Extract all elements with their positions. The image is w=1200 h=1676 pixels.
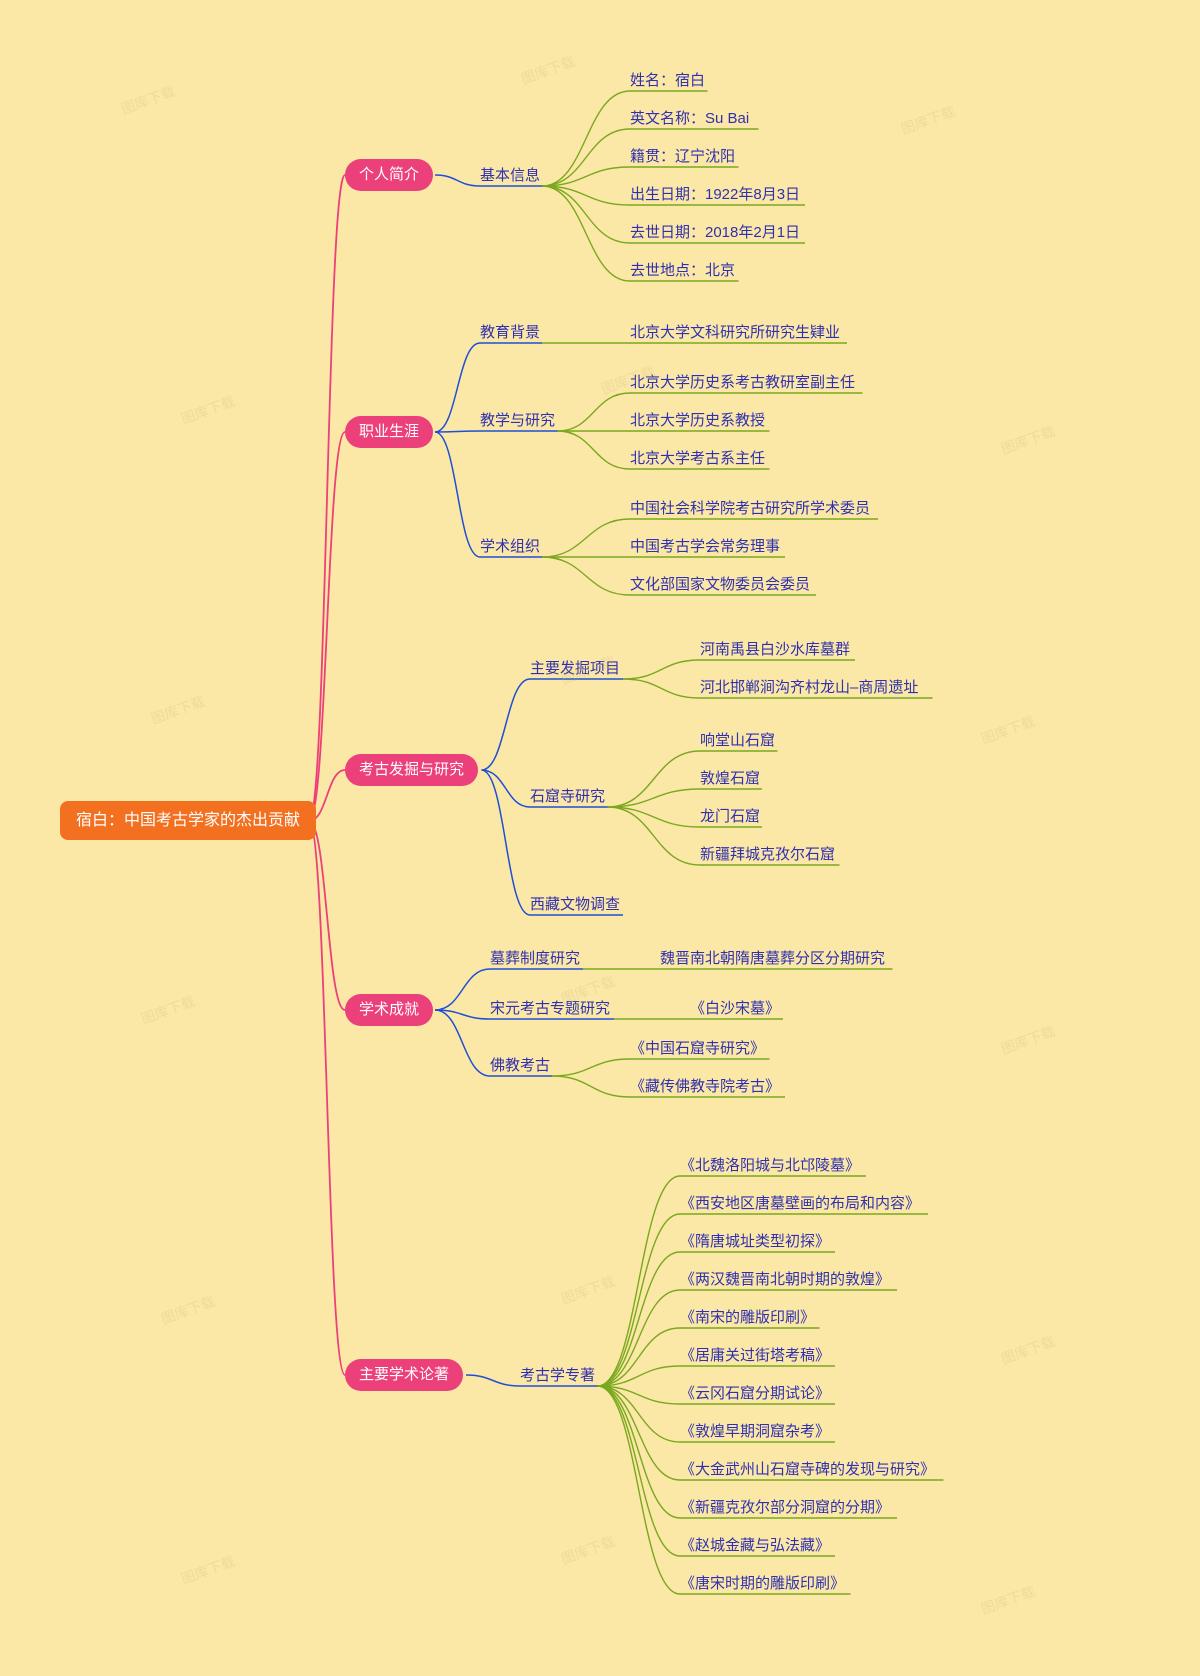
- leaf: 敦煌石窟: [700, 768, 760, 790]
- watermark: 图库下载: [148, 691, 207, 729]
- leaf: 《唐宋时期的雕版印刷》: [680, 1573, 845, 1595]
- watermark: 图库下载: [518, 51, 577, 89]
- watermark: 图库下载: [558, 1271, 617, 1309]
- leaf: 《藏传佛教寺院考古》: [630, 1076, 780, 1098]
- leaf: 北京大学历史系教授: [630, 410, 765, 432]
- branch-b1: 个人简介: [345, 159, 433, 191]
- leaf: 北京大学考古系主任: [630, 448, 765, 470]
- leaf: 《新疆克孜尔部分洞窟的分期》: [680, 1497, 890, 1519]
- leaf: 《居庸关过街塔考稿》: [680, 1345, 830, 1367]
- watermark: 图库下载: [178, 1551, 237, 1589]
- leaf: 北京大学历史系考古教研室副主任: [630, 372, 855, 394]
- leaf: 《云冈石窟分期试论》: [680, 1383, 830, 1405]
- node-b4c3: 佛教考古: [490, 1055, 550, 1077]
- leaf: 《西安地区唐墓壁画的布局和内容》: [680, 1193, 920, 1215]
- watermark: 图库下载: [558, 1531, 617, 1569]
- leaf: 《赵城金藏与弘法藏》: [680, 1535, 830, 1557]
- leaf: 《中国石窟寺研究》: [630, 1038, 765, 1060]
- leaf: 新疆拜城克孜尔石窟: [700, 844, 835, 866]
- node-b4c1: 墓葬制度研究: [490, 948, 580, 970]
- leaf: 文化部国家文物委员会委员: [630, 574, 810, 596]
- leaf: 中国考古学会常务理事: [630, 536, 780, 558]
- leaf: 去世日期：2018年2月1日: [630, 222, 800, 244]
- leaf: 河南禹县白沙水库墓群: [700, 639, 850, 661]
- node-b5c1: 考古学专著: [520, 1365, 595, 1387]
- watermark: 图库下载: [998, 421, 1057, 459]
- leaf: 《白沙宋墓》: [690, 998, 780, 1020]
- leaf: 《北魏洛阳城与北邙陵墓》: [680, 1155, 860, 1177]
- node-b1c1: 基本信息: [480, 165, 540, 187]
- branch-b3: 考古发掘与研究: [345, 754, 478, 786]
- leaf: 中国社会科学院考古研究所学术委员: [630, 498, 870, 520]
- watermark: 图库下载: [158, 1291, 217, 1329]
- node-b3c2: 石窟寺研究: [530, 786, 605, 808]
- leaf: 《隋唐城址类型初探》: [680, 1231, 830, 1253]
- node-b3c3: 西藏文物调查: [530, 894, 620, 916]
- leaf: 《南宋的雕版印刷》: [680, 1307, 815, 1329]
- leaf: 响堂山石窟: [700, 730, 775, 752]
- leaf: 英文名称：Su Bai: [630, 108, 749, 130]
- leaf: 《两汉魏晋南北朝时期的敦煌》: [680, 1269, 890, 1291]
- watermark: 图库下载: [978, 711, 1037, 749]
- leaf: 籍贯：辽宁沈阳: [630, 146, 735, 168]
- watermark: 图库下载: [998, 1021, 1057, 1059]
- leaf: 魏晋南北朝隋唐墓葬分区分期研究: [660, 948, 885, 970]
- leaf: 姓名：宿白: [630, 70, 705, 92]
- node-b4c2: 宋元考古专题研究: [490, 998, 610, 1020]
- watermark: 图库下载: [178, 391, 237, 429]
- watermark: 图库下载: [998, 1331, 1057, 1369]
- node-b2c3: 学术组织: [480, 536, 540, 558]
- watermark: 图库下载: [138, 991, 197, 1029]
- root-node: 宿白：中国考古学家的杰出贡献: [60, 801, 316, 840]
- leaf: 《大金武州山石窟寺碑的发现与研究》: [680, 1459, 935, 1481]
- branch-b2: 职业生涯: [345, 416, 433, 448]
- branch-b4: 学术成就: [345, 994, 433, 1026]
- leaf: 去世地点：北京: [630, 260, 735, 282]
- leaf: 龙门石窟: [700, 806, 760, 828]
- watermark: 图库下载: [898, 101, 957, 139]
- node-b3c1: 主要发掘项目: [530, 658, 620, 680]
- leaf: 《敦煌早期洞窟杂考》: [680, 1421, 830, 1443]
- leaf: 北京大学文科研究所研究生肄业: [630, 322, 840, 344]
- watermark: 图库下载: [118, 81, 177, 119]
- node-b2c2: 教学与研究: [480, 410, 555, 432]
- branch-b5: 主要学术论著: [345, 1359, 463, 1391]
- node-b2c1: 教育背景: [480, 322, 540, 344]
- leaf: 出生日期：1922年8月3日: [630, 184, 800, 206]
- leaf: 河北邯郸涧沟齐村龙山–商周遗址: [700, 677, 918, 699]
- watermark: 图库下载: [978, 1581, 1037, 1619]
